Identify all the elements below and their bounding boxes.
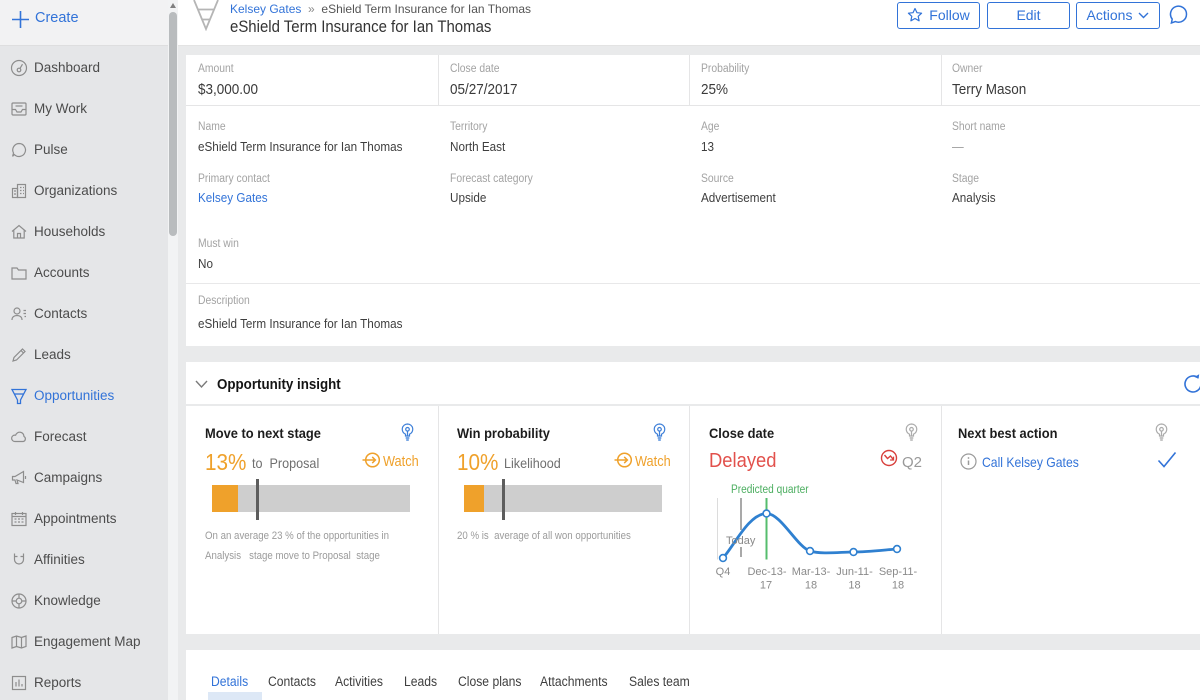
svg-text:Mar-13-: Mar-13- (792, 566, 831, 578)
svg-text:18: 18 (848, 580, 860, 592)
svg-text:Dec-13-: Dec-13- (747, 566, 786, 578)
svg-text:18: 18 (892, 580, 904, 592)
svg-text:18: 18 (805, 580, 817, 592)
svg-text:17: 17 (760, 580, 772, 592)
svg-text:Q4: Q4 (716, 566, 731, 578)
svg-text:Today: Today (726, 535, 756, 547)
svg-text:Jun-11-: Jun-11- (836, 566, 873, 578)
svg-text:Sep-11-: Sep-11- (879, 566, 918, 578)
